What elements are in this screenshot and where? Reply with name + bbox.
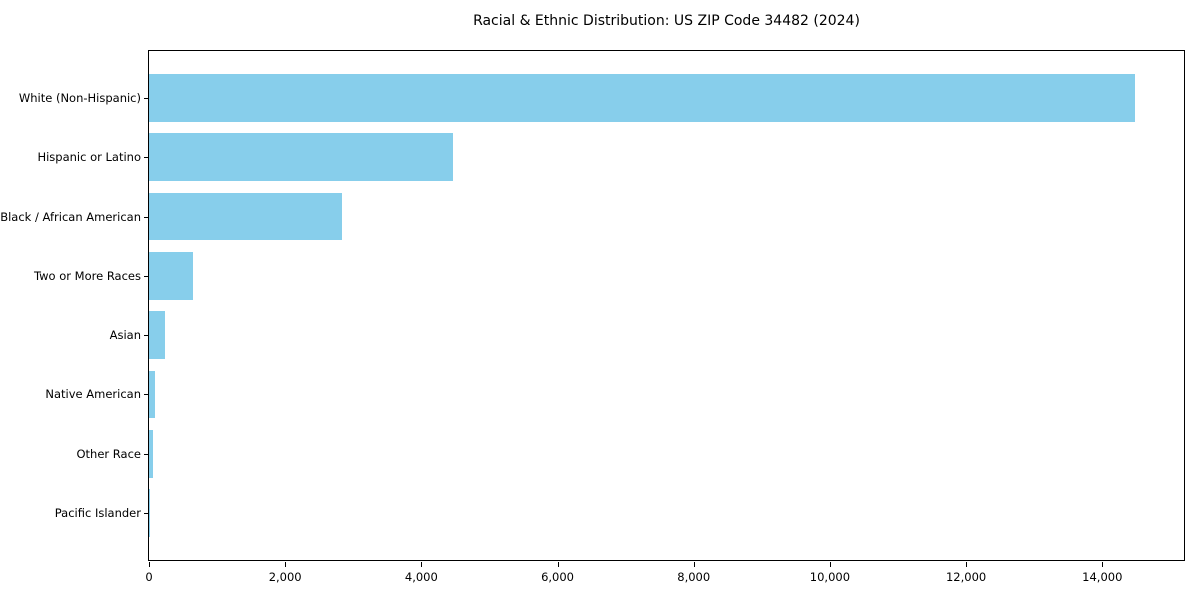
y-tick-mark — [144, 453, 148, 455]
plot-area — [148, 50, 1185, 561]
x-tick-mark — [285, 562, 287, 567]
y-tick-mark — [144, 335, 148, 337]
bar — [149, 311, 165, 359]
bar — [149, 489, 150, 537]
y-axis-labels: White (Non-Hispanic) Hispanic or Latino Bl… — [0, 50, 148, 561]
x-tick-label: 0 — [145, 570, 153, 584]
x-tick-mark — [1102, 562, 1104, 567]
x-tick-label: 6,000 — [541, 570, 575, 584]
x-axis: 0 2,000 4,000 6,000 8,000 10,000 12,000 14,000 — [145, 561, 1185, 600]
y-tick-mark — [144, 275, 148, 277]
x-tick-label: 12,000 — [945, 570, 987, 584]
x-tick-mark — [421, 562, 423, 567]
y-tick-label: Other Race — [76, 446, 142, 461]
y-tick-label: Hispanic or Latino — [37, 150, 141, 165]
y-tick-mark — [144, 157, 148, 159]
x-tick-mark — [829, 562, 831, 567]
x-tick-mark — [693, 562, 695, 567]
y-tick-mark — [144, 513, 148, 515]
y-tick-label: Pacific Islander — [54, 506, 141, 521]
bar — [149, 252, 194, 300]
y-tick-label: Native American — [45, 387, 141, 402]
x-tick-label: 10,000 — [809, 570, 851, 584]
y-tick-mark — [144, 394, 148, 396]
chart-title: Racial & Ethnic Distribution: US ZIP Cod… — [473, 13, 860, 29]
x-tick-mark — [557, 562, 559, 567]
y-tick-mark — [144, 97, 148, 99]
y-tick-mark — [144, 216, 148, 218]
x-tick-label: 4,000 — [404, 570, 438, 584]
y-tick-label: Black / African American — [0, 209, 141, 224]
bar — [149, 370, 156, 419]
bar — [149, 133, 453, 181]
y-tick-label: White (Non-Hispanic) — [18, 90, 141, 105]
x-tick-label: 8,000 — [677, 570, 711, 584]
x-tick-label: 2,000 — [268, 570, 302, 584]
bar — [149, 192, 343, 241]
x-tick-label: 14,000 — [1082, 570, 1123, 584]
y-tick-label: Two or More Races — [34, 268, 141, 283]
y-tick-label: Asian — [109, 328, 141, 343]
bar — [149, 430, 154, 478]
x-tick-mark — [966, 562, 968, 567]
x-tick-mark — [149, 562, 150, 567]
bar — [149, 74, 1135, 122]
